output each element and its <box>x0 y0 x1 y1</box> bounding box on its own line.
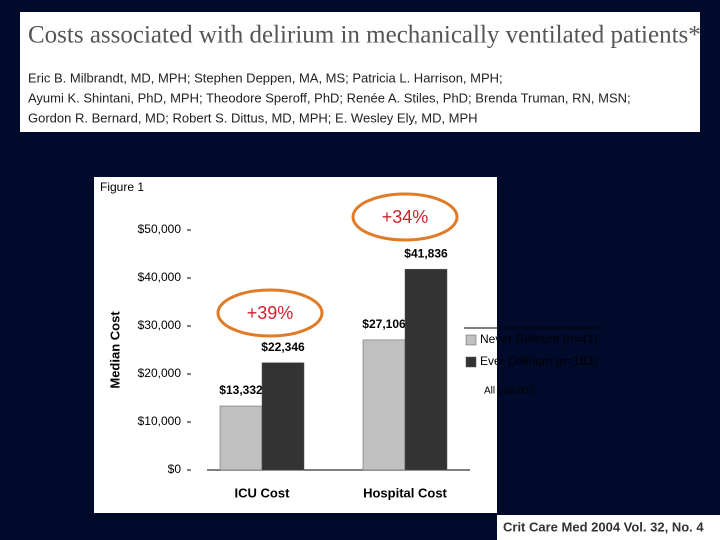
citation-box <box>497 515 720 540</box>
y-tick-label: $20,000 <box>138 366 182 380</box>
legend-label: Never Delirium (n=41) <box>480 332 598 346</box>
x-tick-label: ICU Cost <box>235 485 291 500</box>
value-label: $13,332 <box>219 383 263 397</box>
x-tick-label: Hospital Cost <box>363 485 447 500</box>
authors: Gordon R. Bernard, MD; Robert S. Dittus,… <box>28 110 478 125</box>
value-label: $41,836 <box>404 246 448 260</box>
legend-label: Ever Delirium (n=183) <box>480 354 597 368</box>
y-tick-label: $40,000 <box>138 270 182 284</box>
y-axis-label: Median Cost <box>107 311 122 389</box>
bar <box>261 362 305 471</box>
note: All p≤0.002 <box>484 386 534 397</box>
bar <box>362 339 406 471</box>
bar <box>219 405 263 471</box>
highlight-ellipse <box>216 288 324 338</box>
y-tick-label: $50,000 <box>138 222 182 236</box>
y-tick-label: $30,000 <box>138 318 182 332</box>
authors: Ayumi K. Shintani, PhD, MPH; Theodore Sp… <box>28 90 631 105</box>
value-label: $27,106 <box>362 317 406 331</box>
y-tick-label: $0 <box>168 462 182 476</box>
annotation: +34% <box>382 207 429 227</box>
value-label: $22,346 <box>261 340 305 354</box>
highlight-ellipse <box>351 192 459 242</box>
legend-swatch <box>465 334 477 346</box>
header-title: Costs associated with delirium in mechan… <box>28 22 701 49</box>
figure-label: Figure 1 <box>100 180 144 194</box>
bar <box>404 268 448 471</box>
citation: Crit Care Med 2004 Vol. 32, No. 4 <box>503 519 704 534</box>
header-box <box>20 12 700 132</box>
y-tick-label: $10,000 <box>138 414 182 428</box>
legend-swatch <box>465 356 477 368</box>
authors: Eric B. Milbrandt, MD, MPH; Stephen Depp… <box>28 70 503 85</box>
annotation: +39% <box>247 303 294 323</box>
